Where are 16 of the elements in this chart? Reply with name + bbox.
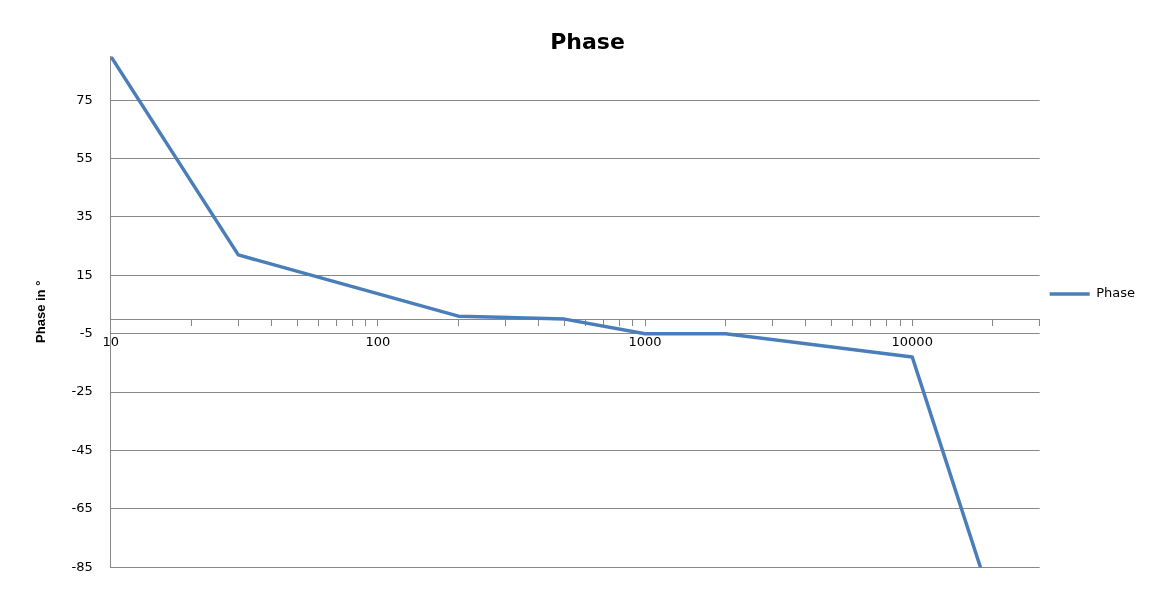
x-tick-label: 10000 [891, 334, 933, 350]
x-tick-label: 10 [102, 334, 120, 350]
x-tick-label: 100 [365, 334, 391, 350]
y-axis-title: Phase in ° [33, 280, 49, 343]
y-tick-label: -85 [71, 558, 93, 574]
chart-title: Phase [550, 28, 625, 54]
y-tick-label: -25 [71, 383, 93, 399]
y-tick-label: -5 [79, 325, 93, 341]
y-tick-label: 55 [76, 149, 93, 165]
x-tick-label: 1000 [628, 334, 662, 350]
y-tick-label: 35 [76, 208, 93, 224]
y-tick-label: -65 [71, 500, 93, 516]
legend-label: Phase [1096, 285, 1136, 301]
y-tick-label: -45 [71, 441, 93, 457]
y-tick-label: 15 [76, 266, 93, 282]
y-tick-label: 75 [76, 91, 93, 107]
